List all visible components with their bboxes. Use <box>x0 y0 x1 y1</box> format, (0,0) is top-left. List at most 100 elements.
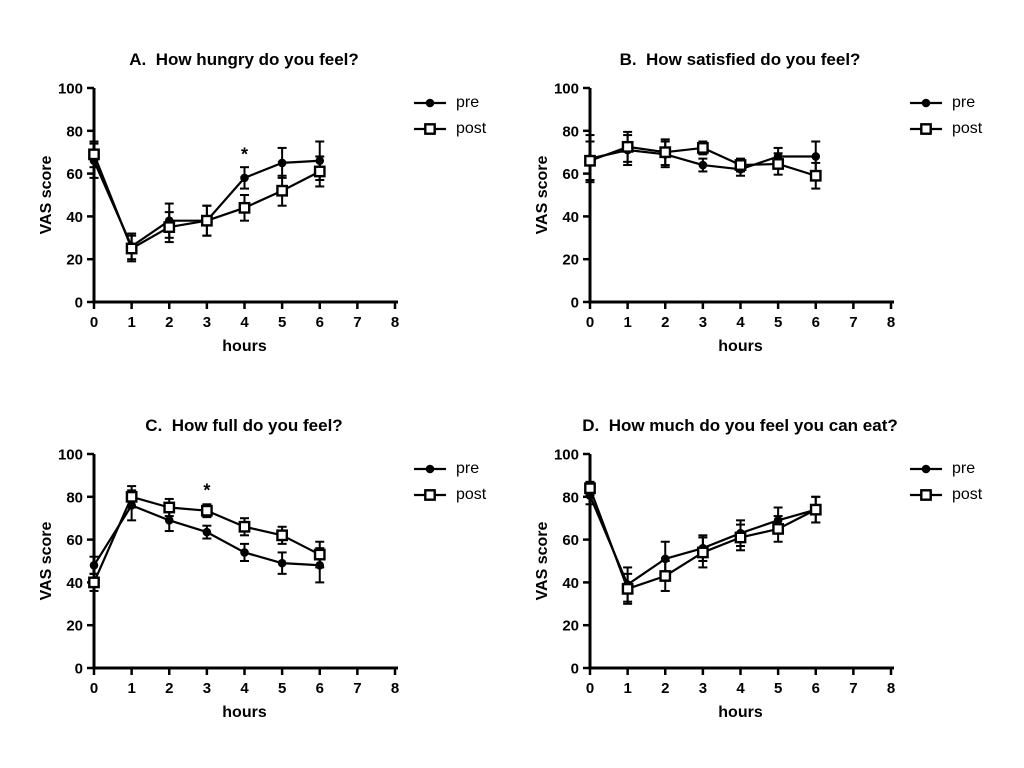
data-point-post <box>734 159 747 171</box>
data-point-pre <box>127 501 136 510</box>
legend-label-post: post <box>456 120 487 137</box>
legend-label-post: post <box>952 486 983 503</box>
legend-marker-pre-icon <box>414 98 446 108</box>
x-tick-label: 7 <box>353 680 361 697</box>
x-tick-label: 6 <box>812 314 820 331</box>
y-tick-label: 20 <box>562 618 579 635</box>
x-tick-label: 3 <box>203 314 211 331</box>
y-tick-label: 0 <box>75 295 83 312</box>
y-tick-label: 100 <box>58 447 83 464</box>
data-point-post <box>424 489 436 501</box>
data-point-pre <box>811 152 821 161</box>
data-point-post <box>772 522 785 535</box>
panel-a-hungry: A. How hungry do you feel? VAS score 0 20… <box>0 0 528 366</box>
significance-star: * <box>203 480 210 500</box>
panel-d-can-eat: D. How much do you feel you can eat? VAS… <box>496 366 1024 732</box>
legend-label-pre: pre <box>952 94 976 111</box>
panel-b-satisfied: B. How satisfied do you feel? VAS score … <box>496 0 1024 366</box>
x-tick-label: 3 <box>203 680 211 697</box>
x-tick-label: 1 <box>127 680 135 697</box>
x-tick-label: 0 <box>90 680 98 697</box>
x-tick-label: 7 <box>849 314 857 331</box>
x-axis-label: hours <box>222 704 267 721</box>
y-tick-label: 0 <box>571 661 579 678</box>
data-point-pre <box>315 560 325 570</box>
legend-item-post: post <box>412 116 486 142</box>
data-point-post <box>696 142 709 154</box>
y-tick-label: 100 <box>554 81 579 98</box>
x-axis-label: hours <box>222 338 267 355</box>
data-point-post <box>659 570 672 582</box>
legend-marker-post-icon <box>414 123 446 135</box>
data-point-pre <box>240 548 249 557</box>
x-tick-label: 1 <box>623 314 631 331</box>
data-point-post <box>200 504 213 517</box>
x-tick-label: 2 <box>661 680 669 697</box>
plot-area: 0 20 40 60 80 100 0 1 2 3 4 5 6 7 8 <box>554 81 895 332</box>
data-point-post <box>621 140 634 153</box>
x-tick-label: 8 <box>887 680 895 697</box>
data-point-pre <box>773 516 783 525</box>
plot-area: 0 20 40 60 80 100 0 1 2 3 4 5 6 7 8 * <box>58 447 399 698</box>
y-tick-label: 20 <box>66 252 83 269</box>
data-point-pre <box>277 558 287 568</box>
y-tick-label: 40 <box>66 209 83 226</box>
panel-title: A. How hungry do you feel? <box>129 50 359 69</box>
data-point-post <box>424 123 436 135</box>
legend-item-post: post <box>908 116 982 142</box>
x-tick-label: 7 <box>353 314 361 331</box>
x-axis-label: hours <box>718 704 763 721</box>
x-tick-label: 0 <box>90 314 98 331</box>
data-point-pre <box>921 464 931 474</box>
x-tick-label: 5 <box>774 680 782 697</box>
x-tick-label: 5 <box>774 314 782 331</box>
panel-c-full: C. How full do you feel? VAS score 0 20 40… <box>0 366 528 732</box>
legend-item-pre: pre <box>908 456 982 482</box>
y-tick-label: 80 <box>66 123 83 140</box>
data-point-post <box>621 582 634 595</box>
x-tick-label: 1 <box>623 680 631 697</box>
data-point-post <box>659 146 672 159</box>
data-point-post <box>163 221 176 233</box>
legend: pre post <box>908 456 982 508</box>
x-tick-label: 4 <box>736 314 745 331</box>
y-tick-label: 0 <box>571 295 579 312</box>
x-tick-label: 8 <box>391 680 399 697</box>
data-point-post <box>238 201 251 214</box>
y-tick-label: 100 <box>554 447 579 464</box>
y-tick-label: 20 <box>66 618 83 635</box>
data-point-post <box>772 158 785 170</box>
y-tick-label: 100 <box>58 81 83 98</box>
x-tick-label: 2 <box>165 314 173 331</box>
legend-marker-pre-icon <box>414 464 446 474</box>
x-tick-label: 2 <box>165 680 173 697</box>
data-point-post <box>920 123 932 135</box>
data-point-post <box>313 165 326 178</box>
y-tick-label: 60 <box>66 166 83 183</box>
legend-label-post: post <box>952 120 983 137</box>
data-point-pre <box>202 527 212 537</box>
data-point-pre <box>425 464 435 474</box>
data-point-pre <box>698 160 708 170</box>
x-tick-label: 7 <box>849 680 857 697</box>
data-point-post <box>734 531 747 544</box>
x-tick-label: 0 <box>586 314 594 331</box>
data-point-pre <box>164 516 174 525</box>
legend: pre post <box>412 456 486 508</box>
legend-marker-pre-icon <box>910 464 942 474</box>
panel-title: B. How satisfied do you feel? <box>619 50 861 69</box>
data-point-pre <box>240 173 249 183</box>
data-point-post <box>276 184 289 197</box>
legend-label-pre: pre <box>456 94 480 111</box>
data-point-post <box>125 242 138 255</box>
data-point-post <box>88 148 100 161</box>
legend-marker-post-icon <box>910 489 942 501</box>
data-point-post <box>920 489 932 501</box>
plot-area: 0 20 40 60 80 100 0 1 2 3 4 5 6 7 8 <box>554 447 895 698</box>
y-tick-label: 80 <box>66 489 83 506</box>
x-axis-label: hours <box>718 338 763 355</box>
x-tick-label: 6 <box>316 314 324 331</box>
data-point-pre <box>921 98 931 108</box>
legend-marker-post-icon <box>910 123 942 135</box>
x-tick-label: 3 <box>699 680 707 697</box>
